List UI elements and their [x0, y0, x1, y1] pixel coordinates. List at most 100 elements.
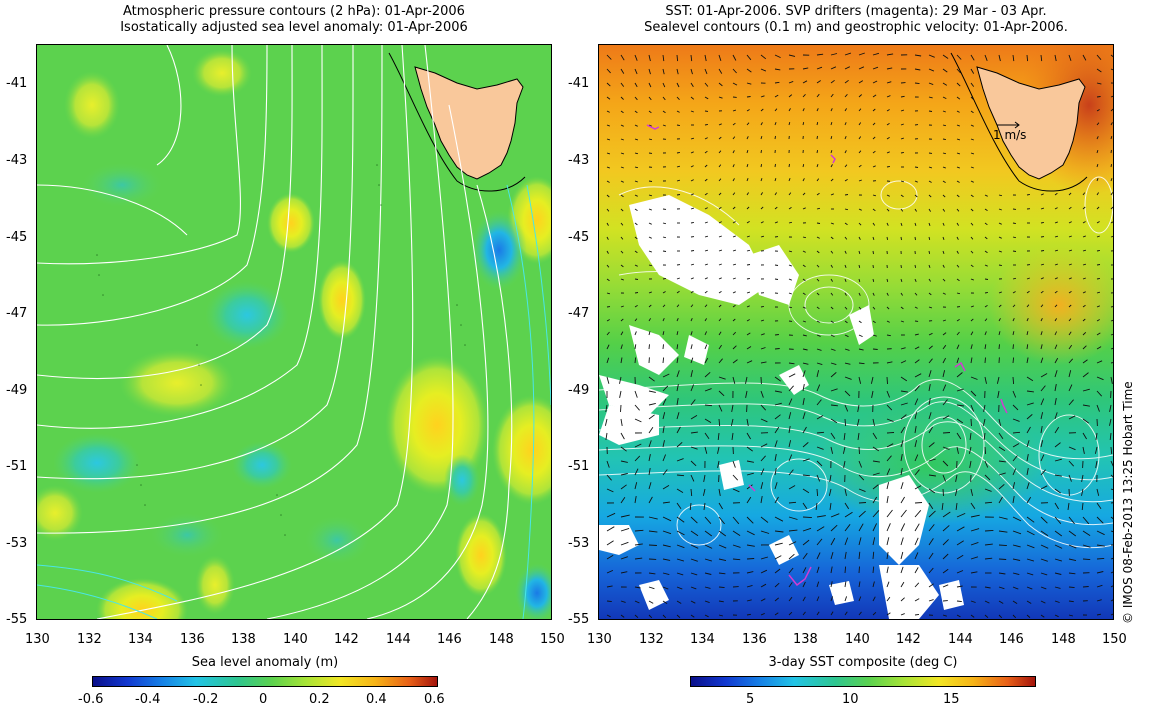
- velocity-arrow: [746, 178, 749, 182]
- velocity-arrow: [928, 278, 931, 282]
- velocity-arrow: [844, 306, 848, 310]
- velocity-arrow: [830, 278, 833, 282]
- velocity-arrow: [928, 502, 934, 510]
- velocity-arrow: [690, 250, 695, 252]
- velocity-arrow: [900, 597, 905, 602]
- velocity-arrow: [942, 110, 946, 113]
- right-title-line1: SST: 01-Apr-2006. SVP drifters (magenta)…: [665, 4, 1047, 19]
- velocity-arrow: [788, 469, 794, 476]
- velocity-arrow: [634, 180, 638, 183]
- velocity-arrow: [928, 567, 934, 574]
- velocity-arrow: [606, 357, 610, 364]
- velocity-arrow: [746, 496, 752, 504]
- velocity-arrow: [1040, 277, 1044, 280]
- velocity-arrow: [690, 431, 698, 434]
- velocity-arrow: [886, 109, 890, 112]
- velocity-arrow: [886, 581, 890, 588]
- velocity-arrow: [620, 110, 624, 114]
- velocity-arrow: [816, 292, 820, 296]
- velocity-arrow: [676, 96, 680, 101]
- velocity-arrow: [816, 192, 820, 196]
- cloud-mask: [599, 195, 964, 619]
- velocity-arrow: [662, 440, 665, 448]
- velocity-arrow: [886, 278, 889, 283]
- velocity-arrow: [1012, 357, 1015, 364]
- velocity-arrow: [1040, 331, 1043, 336]
- velocity-arrow: [746, 136, 749, 140]
- velocity-arrow: [690, 54, 693, 62]
- velocity-arrow: [998, 484, 1005, 490]
- velocity-arrow: [732, 109, 737, 112]
- velocity-arrow: [1068, 344, 1073, 350]
- velocity-arrow: [970, 514, 980, 518]
- velocity-arrow: [942, 539, 949, 546]
- velocity-arrow: [676, 502, 682, 509]
- velocity-arrow: [1054, 192, 1058, 196]
- velocity-arrow: [1026, 414, 1033, 420]
- velocity-arrow: [802, 292, 806, 295]
- velocity-arrow: [732, 150, 735, 154]
- velocity-arrow: [956, 554, 964, 560]
- velocity-arrow: [970, 541, 979, 546]
- velocity-arrow: [1096, 291, 1101, 294]
- velocity-arrow: [998, 586, 1005, 590]
- velocity-arrow: [731, 404, 734, 412]
- velocity-arrow: [858, 179, 862, 182]
- velocity-arrow: [900, 95, 905, 98]
- velocity-arrow: [914, 385, 920, 392]
- velocity-arrow: [1026, 558, 1035, 562]
- velocity-arrow: [1082, 221, 1086, 224]
- velocity-arrow: [746, 584, 753, 588]
- velocity-arrow: [648, 236, 652, 239]
- velocity-arrow: [970, 528, 980, 532]
- velocity-arrow: [760, 192, 763, 196]
- velocity-arrow: [802, 121, 805, 126]
- velocity-arrow: [634, 68, 638, 75]
- velocity-arrow: [732, 235, 736, 238]
- velocity-arrow: [858, 348, 864, 351]
- velocity-arrow: [956, 278, 960, 282]
- velocity-arrow: [844, 524, 851, 532]
- velocity-arrow: [760, 361, 767, 364]
- velocity-arrow: [955, 474, 958, 482]
- x-tick: 150: [540, 632, 565, 647]
- velocity-arrow: [942, 152, 947, 155]
- velocity-arrow: [606, 585, 613, 588]
- velocity-arrow: [956, 152, 961, 155]
- velocity-arrow: [690, 600, 696, 604]
- velocity-arrow: [1040, 357, 1044, 364]
- velocity-arrow: [676, 54, 679, 62]
- velocity-arrow: [676, 530, 685, 536]
- velocity-arrow: [746, 109, 750, 112]
- velocity-arrow: [1026, 454, 1029, 462]
- velocity-arrow: [690, 370, 693, 378]
- velocity-arrow: [872, 208, 876, 212]
- colorbar-tick: 0.2: [309, 692, 330, 707]
- velocity-arrow: [816, 581, 820, 588]
- velocity-arrow: [844, 551, 847, 560]
- velocity-arrow: [1040, 530, 1049, 537]
- velocity-arrow: [606, 208, 610, 212]
- sst-map[interactable]: 1 m/s: [598, 44, 1114, 620]
- velocity-arrow: [634, 496, 637, 504]
- velocity-arrow: [676, 344, 679, 350]
- velocity-arrow: [858, 320, 862, 324]
- velocity-arrow: [844, 611, 848, 616]
- velocity-arrow: [984, 318, 988, 322]
- velocity-arrow: [928, 412, 932, 420]
- x-tick: 132: [77, 632, 102, 647]
- velocity-arrow: [704, 516, 712, 524]
- velocity-arrow: [886, 67, 893, 70]
- velocity-arrow: [830, 320, 834, 324]
- x-tick: 144: [386, 632, 411, 647]
- velocity-arrow: [802, 163, 805, 168]
- velocity-arrow: [816, 264, 820, 268]
- velocity-arrow: [704, 558, 713, 562]
- velocity-arrow: [1110, 557, 1113, 560]
- sea-level-anomaly-map[interactable]: [36, 44, 552, 620]
- velocity-arrow: [620, 614, 625, 618]
- velocity-arrow: [1054, 426, 1060, 434]
- velocity-arrow: [1068, 544, 1077, 549]
- velocity-arrow: [942, 68, 948, 73]
- velocity-arrow: [760, 221, 764, 224]
